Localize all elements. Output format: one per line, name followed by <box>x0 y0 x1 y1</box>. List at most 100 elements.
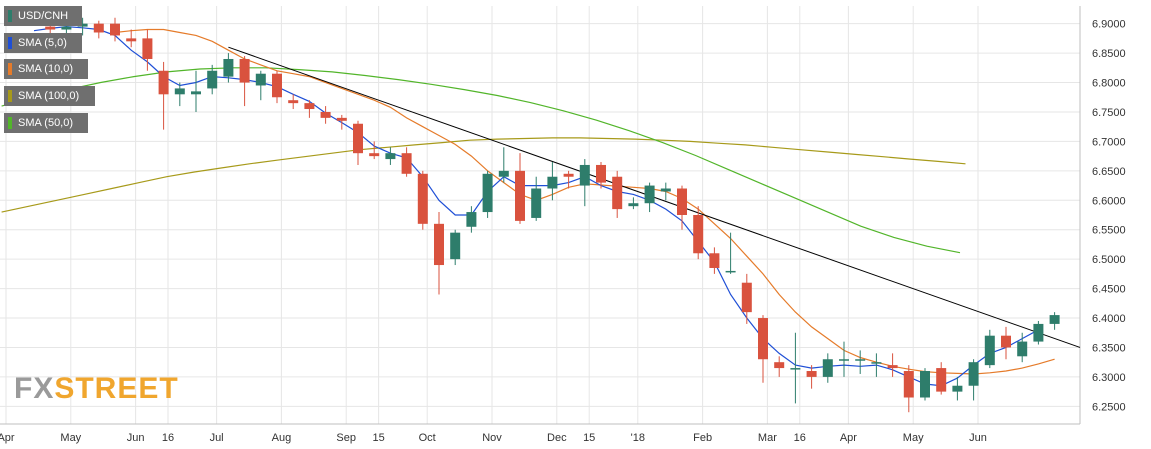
legend-swatch <box>8 63 12 75</box>
x-tick-label: Aug <box>272 432 292 444</box>
x-tick-label: Sep <box>336 432 356 444</box>
x-tick-label: Oct <box>419 432 436 444</box>
x-tick-label: May <box>60 432 81 444</box>
candle-body <box>839 359 849 361</box>
y-tick-label: 6.6000 <box>1092 195 1126 207</box>
candle-body <box>498 170 509 177</box>
legend-item-usdcnh[interactable]: USD/CNH <box>4 6 82 26</box>
candle-body <box>628 203 639 207</box>
legend-label: USD/CNH <box>18 10 69 22</box>
candle-body <box>239 58 250 83</box>
y-tick-label: 6.4000 <box>1092 313 1126 325</box>
x-tick-label: Feb <box>693 432 712 444</box>
candle-body <box>920 371 930 398</box>
candle-body <box>272 73 282 98</box>
candle-body <box>1017 341 1028 357</box>
x-tick-label: Jun <box>969 432 987 444</box>
candle-body <box>288 100 299 104</box>
y-tick-label: 6.8500 <box>1092 48 1126 60</box>
x-tick-label: 15 <box>583 432 595 444</box>
candle-body <box>563 173 574 177</box>
candle-body <box>158 70 169 95</box>
candle-body <box>353 123 363 154</box>
y-tick-label: 6.3500 <box>1092 342 1126 354</box>
candle-body <box>482 173 493 213</box>
candle-body <box>93 23 104 33</box>
candle-body <box>806 371 817 377</box>
legend-item-sma50[interactable]: SMA (50,0) <box>4 113 88 133</box>
candle-body <box>1001 335 1011 348</box>
candle-body <box>790 368 801 370</box>
legend-item-sma5[interactable]: SMA (5,0) <box>4 33 82 53</box>
x-tick-label: Apr <box>0 432 15 444</box>
candle-body <box>515 170 525 221</box>
x-tick-label: Nov <box>482 432 502 444</box>
legend-item-sma10[interactable]: SMA (10,0) <box>4 59 88 79</box>
candle-body <box>952 385 963 392</box>
candle-body <box>369 153 380 157</box>
y-tick-label: 6.5000 <box>1092 254 1126 266</box>
candle-body <box>741 282 752 313</box>
y-tick-label: 6.4500 <box>1092 284 1126 296</box>
watermark-fx: FX <box>14 372 55 405</box>
fxstreet-watermark: FXSTREET <box>14 372 179 406</box>
candle-body <box>434 223 444 266</box>
sma100-line <box>1 137 966 213</box>
legend-label: SMA (10,0) <box>18 63 74 75</box>
candle-body <box>320 111 331 118</box>
candle-body <box>191 91 201 95</box>
candle-body <box>871 362 882 364</box>
candle-body <box>677 188 687 215</box>
candle-body <box>887 365 898 369</box>
candle-body <box>968 362 979 386</box>
y-tick-label: 6.6500 <box>1092 166 1126 178</box>
candle-body <box>336 117 347 121</box>
candle-body <box>45 26 56 30</box>
legend-item-sma100[interactable]: SMA (100,0) <box>4 86 95 106</box>
x-tick-label: Dec <box>547 432 567 444</box>
x-tick-label: 16 <box>794 432 806 444</box>
x-tick-label: Apr <box>840 432 857 444</box>
candle-body <box>110 23 120 36</box>
legend-swatch <box>8 117 12 129</box>
candle-body <box>758 318 768 360</box>
candle-body <box>1033 323 1044 342</box>
legend-swatch <box>8 37 12 49</box>
candle-body <box>255 73 266 86</box>
candle-body <box>450 232 461 260</box>
legend-label: SMA (100,0) <box>18 90 80 102</box>
candle-body <box>174 88 185 95</box>
candle-body <box>579 164 590 186</box>
x-tick-label: 15 <box>372 432 384 444</box>
legend-label: SMA (5,0) <box>18 37 67 49</box>
candle-body <box>531 188 542 218</box>
candle-body <box>207 70 218 89</box>
y-tick-label: 6.9000 <box>1092 19 1126 31</box>
x-tick-label: Jun <box>127 432 145 444</box>
candle-body <box>936 368 947 392</box>
y-tick-label: 6.7000 <box>1092 136 1126 148</box>
legend-swatch <box>8 90 12 102</box>
candle-body <box>304 103 315 110</box>
candle-body <box>401 153 412 174</box>
candle-body <box>644 185 655 204</box>
candle-body <box>693 215 704 254</box>
candle-body <box>1049 315 1060 324</box>
y-tick-label: 6.3000 <box>1092 372 1126 384</box>
candle-body <box>709 253 720 268</box>
candle-body <box>822 359 833 377</box>
candle-body <box>126 38 137 42</box>
watermark-street: STREET <box>54 372 179 405</box>
x-tick-label: Mar <box>758 432 777 444</box>
candle-body <box>466 212 477 227</box>
candle-body <box>142 38 153 59</box>
x-tick-label: Jul <box>210 432 224 444</box>
candle-body <box>725 270 736 273</box>
candle-body <box>774 362 785 369</box>
sma50-line <box>1 67 961 254</box>
y-tick-label: 6.8000 <box>1092 78 1126 90</box>
legend-swatch <box>8 10 12 22</box>
candle-body <box>61 26 72 30</box>
candle-body <box>417 173 428 224</box>
